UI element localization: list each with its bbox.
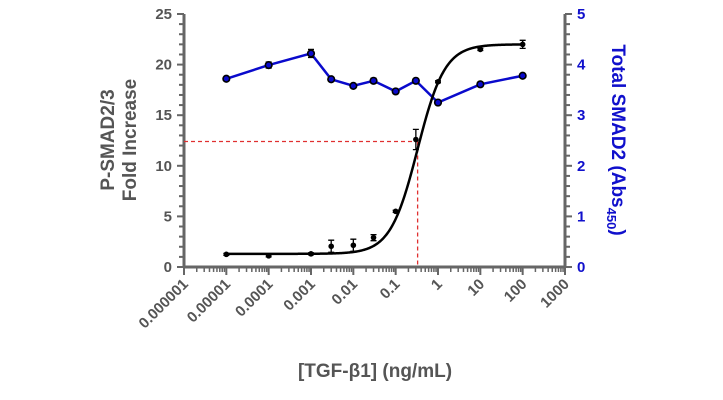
- y-tick-label: 10: [155, 158, 172, 175]
- y-axis-label-line1: P-SMAD2/3: [98, 89, 119, 190]
- y2-axis-label-sub: 450: [604, 208, 619, 230]
- psmad-point: [350, 242, 357, 249]
- y2-axis-label: Total SMAD2 (Abs450): [604, 44, 628, 235]
- y-tick-label: 0: [164, 259, 172, 276]
- x-tick-label: 0.01: [328, 276, 361, 309]
- total-smad2-point: [306, 49, 316, 58]
- y2-tick-label: 1: [577, 208, 585, 225]
- total-smad2-point: [222, 74, 231, 83]
- total-smad2-point: [349, 81, 358, 90]
- x-tick-label: 1000: [537, 276, 573, 312]
- psmad-point: [223, 251, 230, 258]
- total-smad2-point: [518, 71, 527, 80]
- y-axis-label-line2: Fold Increase: [120, 79, 141, 202]
- y2-axis-label-end: ): [607, 229, 628, 235]
- psmad-point: [519, 41, 526, 48]
- x-tick-label: 100: [501, 276, 531, 306]
- x-tick-label: 1: [428, 276, 446, 294]
- psmad-point: [370, 234, 377, 241]
- y-tick-label: 15: [155, 107, 172, 124]
- total-smad2-point: [476, 80, 485, 89]
- psmad-point: [413, 136, 419, 143]
- total-smad2-point: [327, 75, 336, 84]
- x-tick-label: 10: [464, 276, 488, 300]
- x-tick-label: 0.001: [280, 276, 319, 315]
- total-smad2-point: [411, 76, 420, 85]
- x-tick-label: 0.0001: [232, 276, 276, 320]
- y-tick-label: 5: [164, 208, 172, 225]
- x-tick-label: 0.1: [377, 276, 404, 303]
- psmad-point: [328, 243, 334, 250]
- total-smad2-point: [391, 87, 400, 96]
- psmad-point: [477, 46, 484, 53]
- y-tick-label: 20: [155, 57, 172, 74]
- total-smad2-point: [433, 98, 443, 107]
- y-tick-label: 25: [155, 6, 172, 23]
- y2-tick-label: 0: [577, 259, 585, 276]
- total-smad2-point: [264, 61, 273, 70]
- x-tick-label: 0.000001: [136, 276, 192, 332]
- x-axis-label: [TGF-β1] (ng/mL): [298, 361, 452, 382]
- psmad-point: [392, 208, 399, 215]
- x-tick-label: 0.00001: [184, 276, 234, 326]
- y2-tick-label: 2: [577, 158, 585, 175]
- total-smad2-point: [369, 76, 378, 85]
- y2-axis-label-main: Total SMAD2 (Abs: [607, 44, 628, 207]
- y2-tick-label: 3: [577, 107, 585, 124]
- psmad-point: [308, 251, 314, 257]
- y2-tick-label: 4: [577, 57, 586, 74]
- psmad-point: [265, 253, 272, 259]
- psmad-point: [435, 79, 441, 85]
- psmad-fit-curve: [226, 43, 523, 256]
- y2-tick-label: 5: [577, 6, 585, 23]
